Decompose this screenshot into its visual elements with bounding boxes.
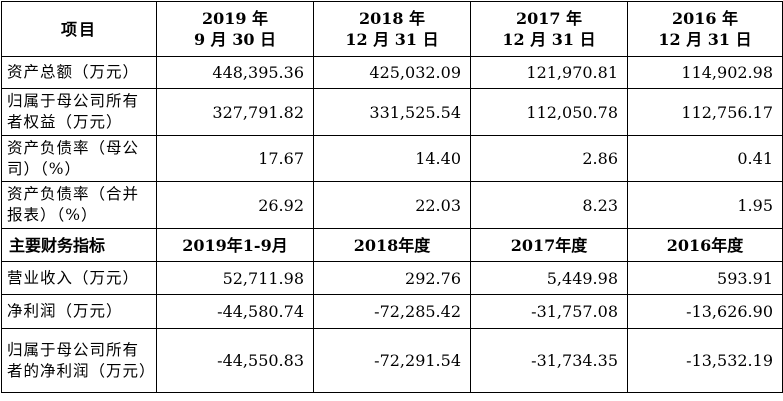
cell-value: 14.40 <box>313 135 471 182</box>
cell-value: 331,525.54 <box>313 88 471 136</box>
cell-value: -44,580.74 <box>156 294 314 329</box>
header-period-year: 2017 年 <box>515 9 583 28</box>
cell-value: -13,532.19 <box>627 328 783 393</box>
financial-summary-table: 项目 2019 年 9 月 30 日 2018 年 12 月 31 日 2017… <box>1 1 783 393</box>
row-label: 净利润（万元） <box>1 294 157 329</box>
table-row-parent-net-profit: 归属于母公司所有者的净利润（万元） -44,550.83 -72,291.54 … <box>1 328 783 393</box>
header-period-2016: 2016 年 12 月 31 日 <box>627 1 783 57</box>
row-label: 归属于母公司所有者权益（万元） <box>1 88 157 136</box>
row-label: 营业收入（万元） <box>1 261 157 295</box>
row-label: 资产总额（万元） <box>1 56 157 89</box>
header-period-date: 9 月 30 日 <box>193 30 277 49</box>
cell-value: 114,902.98 <box>627 56 783 89</box>
cell-value: 2.86 <box>470 135 628 182</box>
cell-value: 112,756.17 <box>627 88 783 136</box>
section-period: 2016年度 <box>627 228 783 262</box>
header-period-year: 2019 年 <box>201 9 269 28</box>
section-header-row: 主要财务指标 2019年1-9月 2018年度 2017年度 2016年度 <box>1 228 783 262</box>
cell-value: 52,711.98 <box>156 261 314 295</box>
header-period-date: 12 月 31 日 <box>345 30 439 49</box>
cell-value: 1.95 <box>627 181 783 229</box>
cell-value: -31,734.35 <box>470 328 628 393</box>
header-period-year: 2016 年 <box>671 9 739 28</box>
cell-value: 121,970.81 <box>470 56 628 89</box>
header-period-2018: 2018 年 12 月 31 日 <box>313 1 471 57</box>
row-label: 资产负债率（母公司）（%） <box>1 135 157 182</box>
table-row-total-assets: 资产总额（万元） 448,395.36 425,032.09 121,970.8… <box>1 56 783 89</box>
section-period: 2019年1-9月 <box>156 228 314 262</box>
cell-value: 448,395.36 <box>156 56 314 89</box>
table-row-debt-ratio-parent: 资产负债率（母公司）（%） 17.67 14.40 2.86 0.41 <box>1 135 783 182</box>
cell-value: -13,626.90 <box>627 294 783 329</box>
header-period-date: 12 月 31 日 <box>658 30 752 49</box>
cell-value: 17.67 <box>156 135 314 182</box>
cell-value: 425,032.09 <box>313 56 471 89</box>
table-row-parent-equity: 归属于母公司所有者权益（万元） 327,791.82 331,525.54 11… <box>1 88 783 136</box>
cell-value: -31,757.08 <box>470 294 628 329</box>
cell-value: 327,791.82 <box>156 88 314 136</box>
section-period: 2018年度 <box>313 228 471 262</box>
cell-value: 5,449.98 <box>470 261 628 295</box>
header-period-date: 12 月 31 日 <box>502 30 596 49</box>
section-header-label: 主要财务指标 <box>1 228 157 262</box>
section-period: 2017年度 <box>470 228 628 262</box>
table-row-net-profit: 净利润（万元） -44,580.74 -72,285.42 -31,757.08… <box>1 294 783 329</box>
table-header-row: 项目 2019 年 9 月 30 日 2018 年 12 月 31 日 2017… <box>1 1 783 57</box>
header-period-2017: 2017 年 12 月 31 日 <box>470 1 628 57</box>
header-item-label: 项目 <box>1 1 157 57</box>
cell-value: 593.91 <box>627 261 783 295</box>
table-row-revenue: 营业收入（万元） 52,711.98 292.76 5,449.98 593.9… <box>1 261 783 295</box>
cell-value: 8.23 <box>470 181 628 229</box>
table-row-debt-ratio-consolidated: 资产负债率（合并报表）（%） 26.92 22.03 8.23 1.95 <box>1 181 783 229</box>
cell-value: -44,550.83 <box>156 328 314 393</box>
cell-value: 0.41 <box>627 135 783 182</box>
row-label: 资产负债率（合并报表）（%） <box>1 181 157 229</box>
cell-value: 112,050.78 <box>470 88 628 136</box>
cell-value: 26.92 <box>156 181 314 229</box>
cell-value: -72,291.54 <box>313 328 471 393</box>
cell-value: -72,285.42 <box>313 294 471 329</box>
header-period-year: 2018 年 <box>358 9 426 28</box>
header-period-2019q3: 2019 年 9 月 30 日 <box>156 1 314 57</box>
cell-value: 22.03 <box>313 181 471 229</box>
row-label: 归属于母公司所有者的净利润（万元） <box>1 328 157 393</box>
cell-value: 292.76 <box>313 261 471 295</box>
